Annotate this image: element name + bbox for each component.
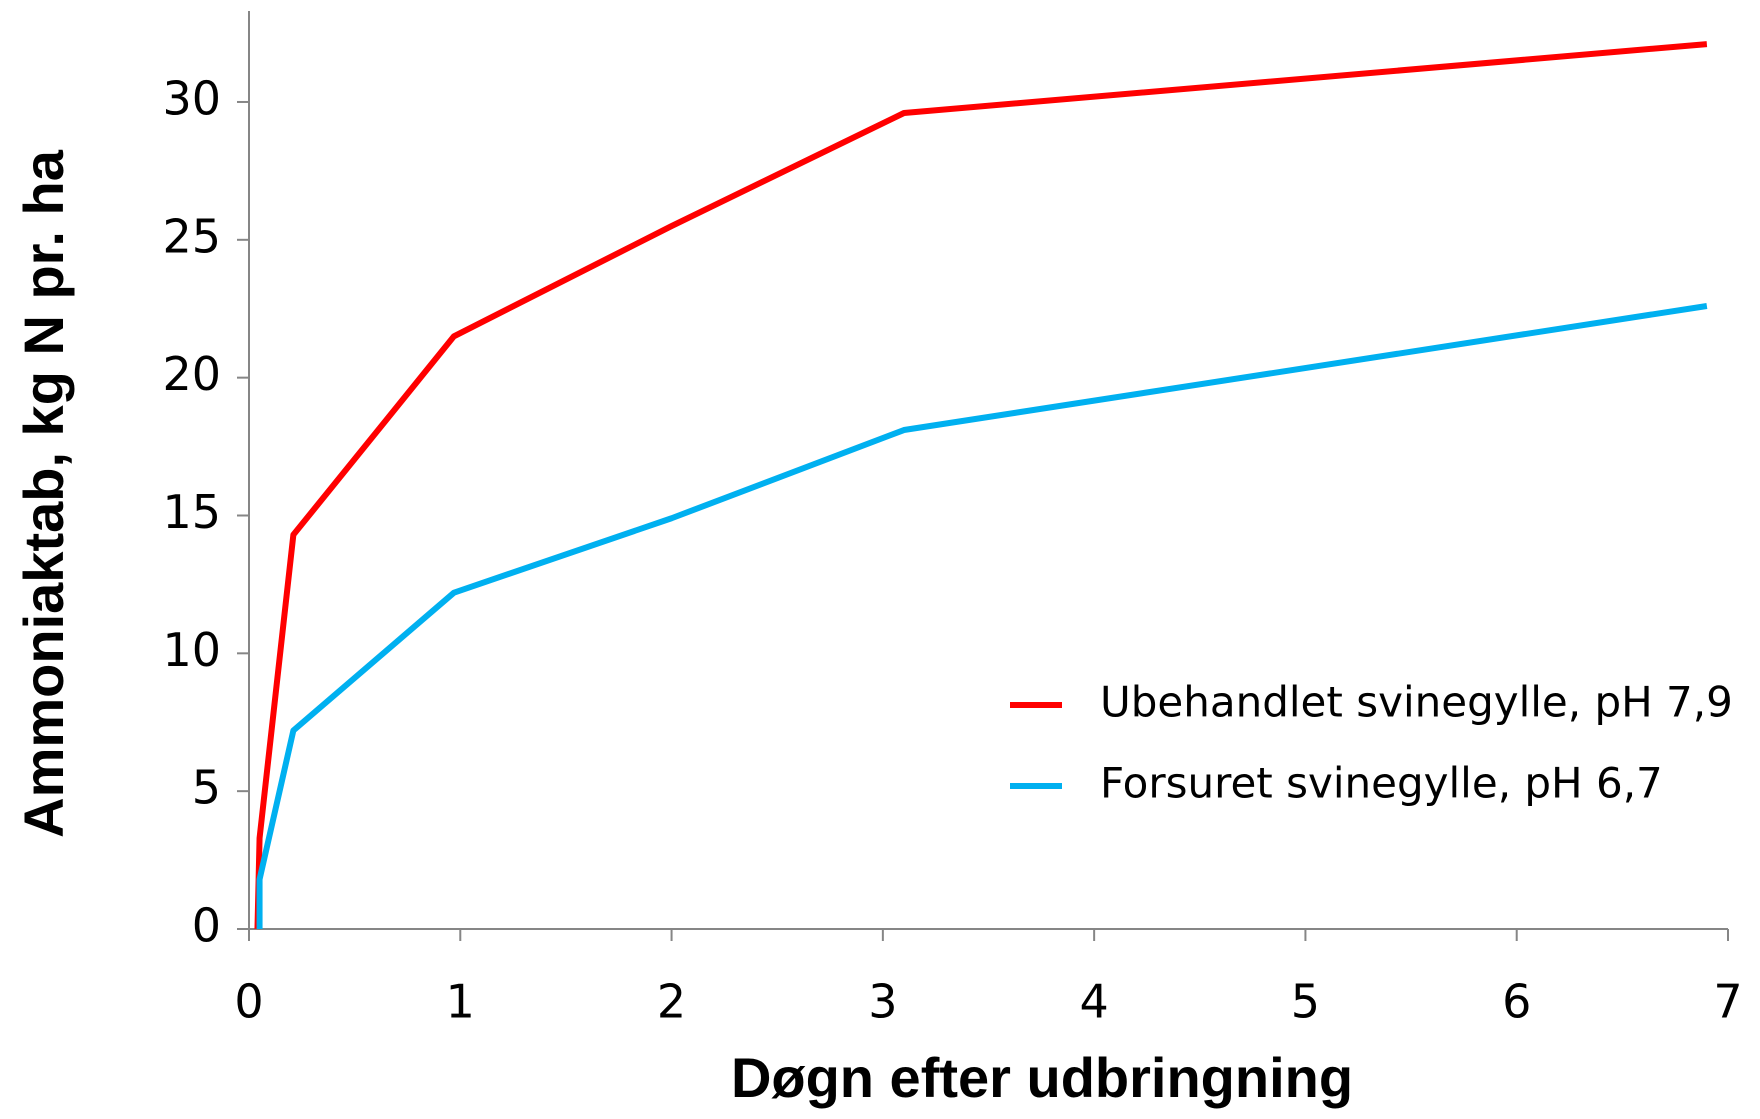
y-tick-label: 5 xyxy=(192,761,221,815)
y-axis-title: Ammoniaktab, kg N pr. ha xyxy=(12,149,75,838)
legend-label: Ubehandlet svinegylle, pH 7,9 xyxy=(1100,678,1733,727)
y-tick-label: 15 xyxy=(162,485,221,539)
x-tick-label: 7 xyxy=(1713,975,1742,1029)
y-tick-label: 30 xyxy=(162,71,221,125)
x-tick-label: 5 xyxy=(1291,975,1320,1029)
x-tick-label: 1 xyxy=(446,975,475,1029)
data-line xyxy=(254,41,1708,930)
data-line xyxy=(256,303,1708,929)
x-tick-label: 6 xyxy=(1502,975,1531,1029)
legend-label: Forsuret svinegylle, pH 6,7 xyxy=(1100,759,1663,808)
y-tick-label: 0 xyxy=(192,899,221,953)
y-tick-label: 10 xyxy=(162,623,221,677)
y-tick-label: 25 xyxy=(162,209,221,263)
x-tick-label: 3 xyxy=(868,975,897,1029)
x-tick-label: 2 xyxy=(657,975,686,1029)
y-tick-label: 20 xyxy=(162,347,221,401)
x-tick-label: 4 xyxy=(1080,975,1109,1029)
x-tick-label: 0 xyxy=(234,975,263,1029)
x-axis-title: Døgn efter udbringning xyxy=(731,1046,1353,1109)
